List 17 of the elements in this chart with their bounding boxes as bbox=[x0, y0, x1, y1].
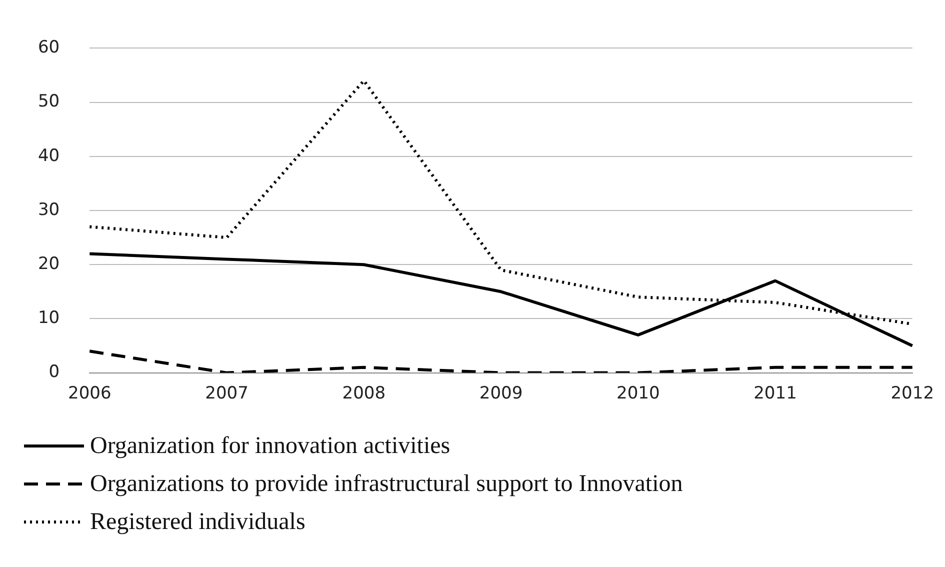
y-tick-label: 30 bbox=[38, 200, 60, 220]
x-tick-label: 2011 bbox=[754, 383, 797, 404]
y-tick-label: 40 bbox=[38, 146, 60, 166]
x-tick-label: 2009 bbox=[479, 383, 523, 404]
y-tick-label: 60 bbox=[38, 38, 60, 58]
x-tick-label: 2010 bbox=[616, 383, 660, 404]
x-tick-label: 2006 bbox=[68, 383, 112, 404]
x-tick-label: 2008 bbox=[342, 383, 386, 404]
legend-label: Registered individuals bbox=[90, 508, 306, 536]
x-tick-label: 2007 bbox=[205, 383, 248, 404]
y-tick-label: 50 bbox=[38, 92, 60, 112]
y-tick-label: 10 bbox=[38, 308, 60, 328]
x-tick-label: 2012 bbox=[890, 383, 934, 404]
legend-label: Organizations to provide infrastructural support to Innovation bbox=[90, 470, 683, 498]
y-tick-label: 0 bbox=[48, 362, 60, 382]
y-tick-label: 20 bbox=[38, 254, 60, 274]
legend-label: Organization for innovation activities bbox=[90, 432, 450, 460]
